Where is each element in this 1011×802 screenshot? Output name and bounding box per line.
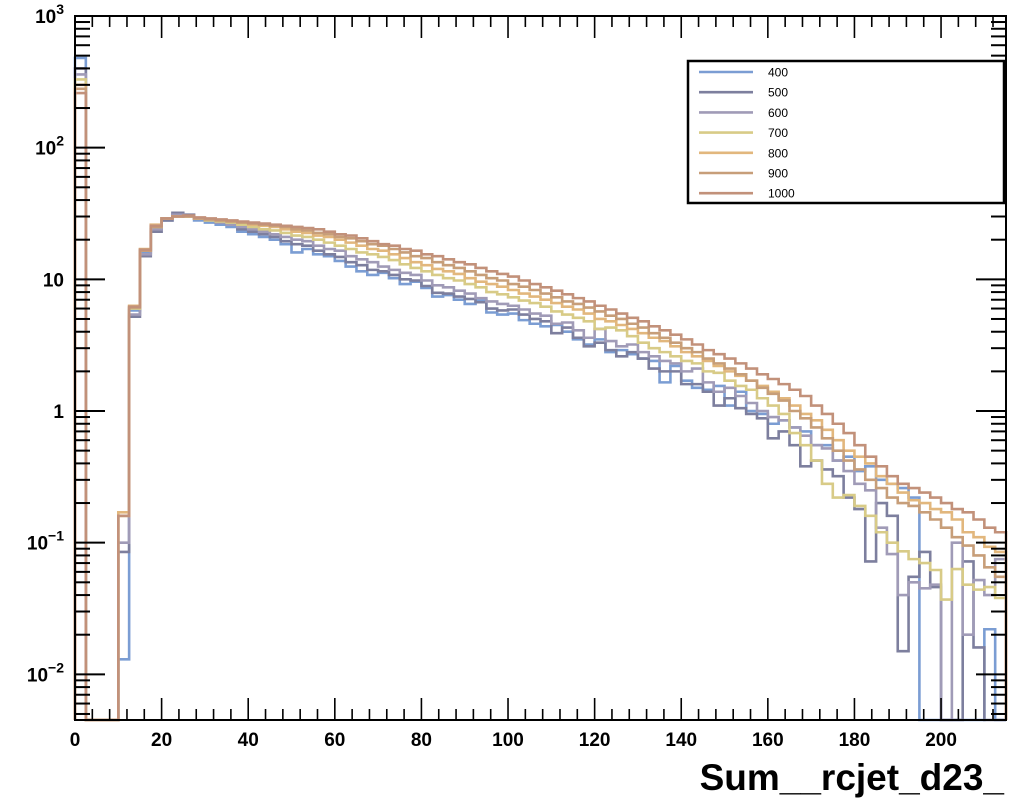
legend-label: 400 [768, 66, 788, 80]
legend-entry-1000: 1000 [699, 187, 795, 201]
legend-entry-500: 500 [699, 86, 788, 100]
x-tick-label: 40 [238, 730, 259, 751]
x-tick-labels: 0 20 40 60 80 100 120 140 160 180 200 [70, 730, 957, 751]
x-tick-label: 160 [752, 730, 784, 751]
x-tick-label: 60 [324, 730, 345, 751]
x-tick-label: 200 [925, 730, 957, 751]
legend: 400 500 600 700 800 900 1000 [686, 59, 1006, 205]
legend-entry-800: 800 [699, 146, 788, 160]
legend-entry-400: 400 [699, 66, 788, 80]
legend-entry-600: 600 [699, 106, 788, 120]
plot-frame [74, 15, 1007, 721]
legend-label: 900 [768, 167, 788, 181]
legend-label: 700 [768, 126, 788, 140]
y-tick-label: 103 [35, 1, 64, 28]
x-tick-label: 80 [411, 730, 432, 751]
y-tick-label: 10 [43, 270, 64, 291]
y-tick-label: 102 [35, 133, 64, 160]
x-tick-label: 180 [839, 730, 871, 751]
series-group [73, 56, 1008, 722]
x-tick-label: 120 [579, 730, 611, 751]
axis-ticks [74, 15, 1006, 720]
legend-entry-900: 900 [699, 167, 788, 181]
y-tick-label: 1 [53, 402, 64, 423]
x-tick-label: 140 [665, 730, 697, 751]
legend-label: 1000 [768, 187, 795, 201]
legend-entry-700: 700 [699, 126, 788, 140]
legend-label: 500 [768, 86, 788, 100]
x-axis-title: Sum__rcjet_d23_ [700, 757, 1005, 798]
legend-label: 800 [768, 146, 788, 160]
legend-label: 600 [768, 106, 788, 120]
x-tick-label: 20 [151, 730, 172, 751]
y-tick-labels: 10−2 10−1 1 10 102 103 [27, 1, 65, 686]
y-tick-label: 10−2 [27, 659, 64, 686]
x-tick-label: 100 [492, 730, 524, 751]
y-tick-label: 10−1 [27, 528, 64, 555]
series-1000 [73, 91, 1008, 722]
x-tick-label: 0 [70, 730, 81, 751]
series-700 [73, 78, 1008, 722]
